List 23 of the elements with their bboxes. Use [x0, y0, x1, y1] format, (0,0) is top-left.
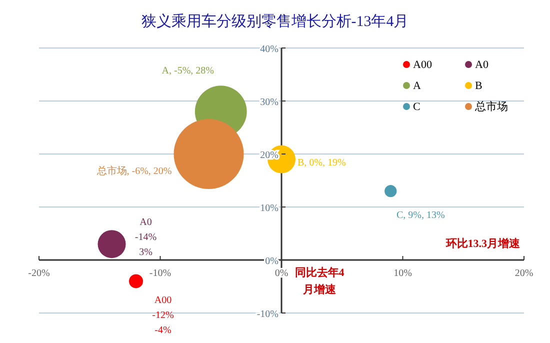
- legend-label: A: [413, 80, 421, 92]
- chart-title: 狭义乘用车分级别零售增长分析-13年4月: [140, 12, 410, 32]
- legend-label: A00: [413, 58, 432, 70]
- data-label: A00 -12% -4%: [152, 295, 174, 336]
- legend-label: A0: [475, 58, 488, 70]
- y-axis-title: 同比去年4月增速: [294, 266, 346, 298]
- y-tick-label: 40%: [260, 44, 278, 55]
- y-tick-label: -10%: [256, 309, 278, 320]
- y-tick-label: 10%: [260, 203, 278, 214]
- y-tick-label: 30%: [260, 97, 278, 108]
- x-tick-label: -20%: [28, 268, 50, 279]
- data-label: A0 -14% 3%: [134, 217, 157, 258]
- x-tick-label: -10%: [149, 268, 172, 279]
- legend-label: 总市场: [475, 100, 508, 114]
- data-label: A, -5%, 28%: [162, 66, 214, 77]
- x-axis-title: 环比13.3月增速: [446, 236, 520, 251]
- data-label: C, 9%, 13%: [396, 210, 445, 222]
- data-label: B, 0%, 19%: [298, 157, 346, 168]
- legend-label: C: [413, 100, 420, 112]
- x-tick-label: 10%: [394, 268, 412, 279]
- data-label: 总市场, -6%, 20%: [96, 165, 172, 177]
- legend-label: B: [475, 80, 482, 92]
- x-tick-label: 20%: [514, 268, 534, 279]
